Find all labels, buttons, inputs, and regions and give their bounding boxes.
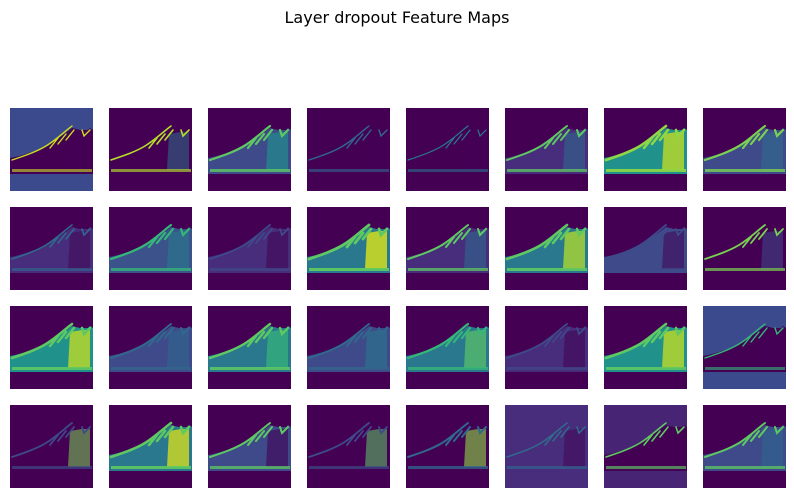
feature-map-image (406, 108, 489, 191)
feature-map-11 (208, 207, 291, 290)
feature-map-image (307, 108, 390, 191)
feature-map-image (604, 207, 687, 290)
feature-map-image (109, 405, 192, 488)
feature-map-image (406, 207, 489, 290)
feature-map-2 (109, 108, 192, 191)
feature-map-12 (307, 207, 390, 290)
feature-map-image (505, 207, 588, 290)
feature-map-image (505, 108, 588, 191)
feature-map-1 (10, 108, 93, 191)
feature-map-24 (703, 306, 786, 389)
feature-map-16 (703, 207, 786, 290)
feature-map-25 (10, 405, 93, 488)
feature-map-image (505, 306, 588, 389)
feature-map-7 (604, 108, 687, 191)
feature-map-image (10, 108, 93, 191)
feature-map-18 (109, 306, 192, 389)
feature-map-image (10, 207, 93, 290)
feature-map-image (208, 405, 291, 488)
feature-map-image (604, 108, 687, 191)
feature-map-image (505, 405, 588, 488)
feature-map-image (406, 405, 489, 488)
feature-map-6 (505, 108, 588, 191)
feature-map-22 (505, 306, 588, 389)
feature-map-19 (208, 306, 291, 389)
feature-map-image (703, 306, 786, 389)
feature-map-image (208, 306, 291, 389)
feature-map-21 (406, 306, 489, 389)
feature-map-image (406, 306, 489, 389)
feature-map-30 (505, 405, 588, 488)
feature-map-4 (307, 108, 390, 191)
feature-map-31 (604, 405, 687, 488)
feature-map-image (604, 405, 687, 488)
feature-map-image (604, 306, 687, 389)
feature-map-image (307, 306, 390, 389)
feature-map-27 (208, 405, 291, 488)
feature-map-image (10, 306, 93, 389)
feature-map-26 (109, 405, 192, 488)
feature-map-28 (307, 405, 390, 488)
feature-map-9 (10, 207, 93, 290)
feature-map-15 (604, 207, 687, 290)
feature-map-image (109, 207, 192, 290)
feature-map-image (703, 405, 786, 488)
feature-map-image (208, 207, 291, 290)
feature-map-14 (505, 207, 588, 290)
feature-map-10 (109, 207, 192, 290)
feature-map-image (307, 405, 390, 488)
feature-map-3 (208, 108, 291, 191)
feature-map-23 (604, 306, 687, 389)
feature-map-32 (703, 405, 786, 488)
feature-map-image (10, 405, 93, 488)
feature-map-13 (406, 207, 489, 290)
feature-map-29 (406, 405, 489, 488)
feature-map-20 (307, 306, 390, 389)
feature-map-image (703, 108, 786, 191)
feature-map-image (109, 108, 192, 191)
feature-map-image (307, 207, 390, 290)
figure-title: Layer dropout Feature Maps (284, 8, 510, 27)
feature-map-17 (10, 306, 93, 389)
feature-map-8 (703, 108, 786, 191)
feature-map-image (208, 108, 291, 191)
feature-map-image (703, 207, 786, 290)
feature-map-image (109, 306, 192, 389)
feature-map-5 (406, 108, 489, 191)
